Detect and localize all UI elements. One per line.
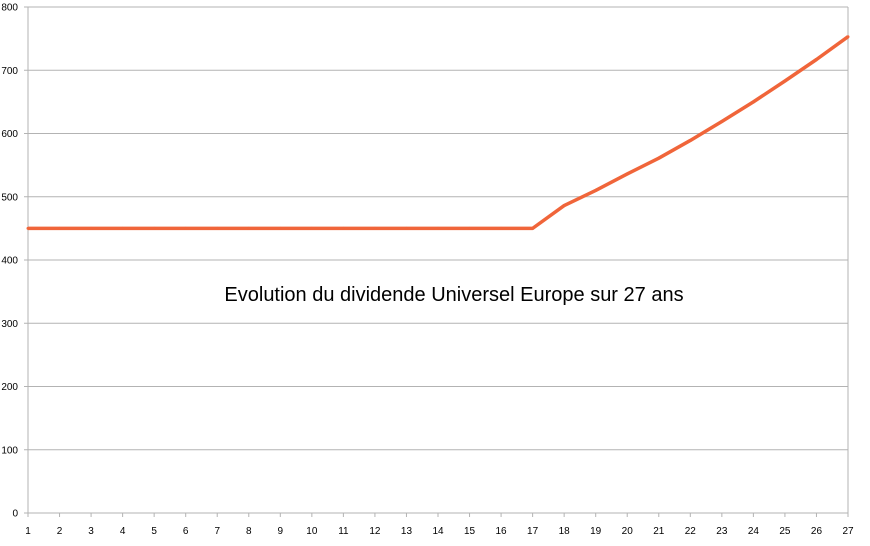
chart-title: Evolution du dividende Universel Europe … xyxy=(224,284,683,306)
data-point xyxy=(814,57,818,61)
x-tick-label: 13 xyxy=(401,526,413,537)
x-tick-label: 27 xyxy=(842,526,854,537)
gridlines xyxy=(28,6,848,514)
x-tick-label: 16 xyxy=(496,526,508,537)
data-point xyxy=(531,226,535,230)
data-point xyxy=(657,156,661,160)
data-point xyxy=(58,226,62,230)
data-point xyxy=(89,226,93,230)
x-tick-label: 15 xyxy=(464,526,476,537)
y-tick-label: 600 xyxy=(1,129,18,140)
y-tick-label: 800 xyxy=(1,3,18,14)
x-tick-label: 25 xyxy=(779,526,791,537)
data-point xyxy=(341,226,345,230)
y-tick-label: 700 xyxy=(1,66,18,77)
x-tick-label: 9 xyxy=(278,526,284,537)
x-tick-label: 6 xyxy=(183,526,189,537)
y-tick-label: 0 xyxy=(12,509,18,520)
x-tick-label: 18 xyxy=(559,526,571,537)
y-axis-ticks: 0 100 200 300 400 500 600 700 800 xyxy=(1,3,28,520)
x-tick-label: 22 xyxy=(685,526,697,537)
data-point xyxy=(26,226,30,230)
data-point xyxy=(594,188,598,192)
data-point xyxy=(562,204,566,208)
data-point xyxy=(184,226,188,230)
x-tick-label: 3 xyxy=(88,526,94,537)
y-tick-label: 300 xyxy=(1,319,18,330)
data-point xyxy=(436,226,440,230)
data-point xyxy=(720,119,724,123)
data-point xyxy=(688,138,692,142)
x-tick-label: 4 xyxy=(120,526,126,537)
data-point xyxy=(625,172,629,176)
x-tick-label: 20 xyxy=(622,526,634,537)
data-point xyxy=(121,226,125,230)
data-point xyxy=(404,226,408,230)
x-tick-label: 26 xyxy=(811,526,823,537)
x-tick-label: 5 xyxy=(151,526,157,537)
y-tick-label: 200 xyxy=(1,382,18,393)
x-tick-label: 10 xyxy=(306,526,318,537)
x-tick-label: 8 xyxy=(246,526,252,537)
x-tick-label: 1 xyxy=(25,526,31,537)
x-tick-label: 19 xyxy=(590,526,602,537)
x-tick-label: 11 xyxy=(338,526,349,537)
series-line xyxy=(28,35,850,231)
y-tick-label: 500 xyxy=(1,192,18,203)
data-point xyxy=(468,226,472,230)
data-point xyxy=(310,226,314,230)
x-tick-label: 23 xyxy=(716,526,728,537)
data-point xyxy=(278,226,282,230)
x-tick-label: 2 xyxy=(57,526,63,537)
data-point xyxy=(846,35,850,39)
y-tick-label: 400 xyxy=(1,256,18,267)
x-tick-label: 12 xyxy=(369,526,381,537)
x-tick-label: 21 xyxy=(653,526,665,537)
y-tick-label: 100 xyxy=(1,445,18,456)
series-group xyxy=(26,35,850,231)
data-point xyxy=(152,226,156,230)
x-tick-label: 24 xyxy=(748,526,760,537)
data-point xyxy=(751,100,755,104)
data-point xyxy=(783,79,787,83)
data-point xyxy=(215,226,219,230)
x-tick-label: 17 xyxy=(527,526,539,537)
x-tick-label: 14 xyxy=(432,526,444,537)
data-point xyxy=(247,226,251,230)
data-point xyxy=(373,226,377,230)
data-point xyxy=(499,226,503,230)
x-tick-label: 7 xyxy=(214,526,220,537)
x-axis-ticks: 1 2 3 4 5 6 7 8 9 10 11 12 13 14 15 16 17 18 19 20 21 22 23 24 2… xyxy=(25,513,854,537)
